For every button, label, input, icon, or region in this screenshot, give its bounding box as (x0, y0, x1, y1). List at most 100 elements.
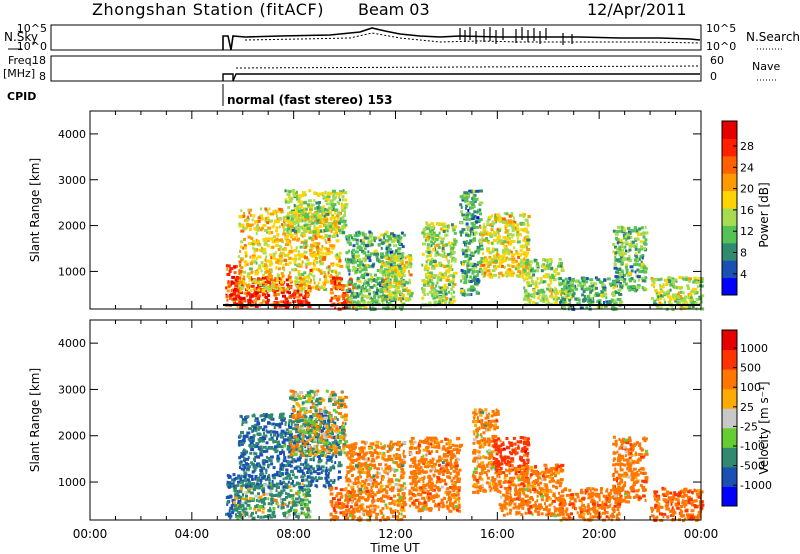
scatter-cell (322, 270, 326, 274)
scatter-cell (548, 262, 552, 266)
scatter-cell (465, 204, 469, 208)
scatter-cell (466, 261, 470, 265)
scatter-cell (470, 288, 475, 292)
scatter-cell (310, 243, 315, 247)
scatter-cell (390, 234, 394, 238)
scatter-cell (460, 279, 462, 283)
scatter-cell (273, 514, 277, 518)
scatter-cell (319, 412, 323, 416)
scatter-cell (612, 286, 616, 290)
scatter-cell (638, 263, 642, 267)
scatter-cell (402, 267, 406, 271)
scatter-cell (311, 254, 316, 258)
scatter-cell (479, 243, 484, 247)
scatter-cell (393, 279, 398, 282)
scatter-cell (267, 421, 271, 425)
scatter-cell (595, 286, 598, 290)
scatter-cell (581, 293, 585, 297)
scatter-cell (245, 294, 248, 298)
scatter-cell (295, 246, 298, 250)
scatter-cell (248, 272, 252, 275)
scatter-cell (434, 238, 439, 242)
scatter-cell (436, 276, 440, 280)
scatter-cell (237, 511, 241, 514)
y-tick-label: 3000 (58, 174, 86, 187)
scatter-cell (245, 457, 249, 461)
scatter-cell (587, 297, 592, 300)
scatter-cell (386, 234, 390, 238)
scatter-cell (381, 242, 384, 245)
scatter-cell (308, 469, 312, 473)
scatter-cell (316, 468, 320, 472)
scatter-cell (242, 434, 245, 438)
scatter-cell (230, 283, 233, 287)
scatter-cell (313, 253, 317, 257)
scatter-cell (356, 246, 360, 250)
scatter-cell (641, 232, 645, 236)
scatter-cell (398, 281, 402, 285)
scatter-cell (527, 241, 530, 245)
scatter-cell (355, 286, 358, 290)
scatter-cell (533, 292, 537, 296)
scatter-cell (439, 278, 443, 282)
scatter-cell (247, 487, 251, 491)
scatter-cell (540, 269, 544, 273)
scatter-cell (320, 465, 325, 469)
scatter-cell (354, 250, 359, 254)
scatter-cell (259, 482, 262, 486)
power-panel-frame (89, 110, 702, 310)
scatter-cell (314, 257, 318, 261)
scatter-cell (438, 290, 443, 294)
scatter-cell (241, 223, 245, 227)
scatter-cell (337, 431, 342, 435)
scatter-cell (424, 266, 428, 269)
scatter-cell (276, 459, 280, 463)
scatter-cell (464, 278, 468, 282)
scatter-cell (437, 285, 440, 289)
scatter-cell (287, 252, 291, 256)
scatter-cell (240, 484, 244, 488)
scatter-cell (352, 286, 356, 290)
scatter-cell (284, 235, 289, 239)
scatter-cell (257, 499, 261, 503)
nave-right-tick-top: 60 (710, 54, 724, 67)
scatter-cell (307, 467, 311, 471)
scatter-cell (233, 291, 236, 295)
scatter-cell (275, 473, 279, 477)
scatter-cell (249, 208, 253, 212)
scatter-cell (254, 419, 257, 422)
scatter-cell (242, 277, 246, 281)
scatter-cell (262, 282, 266, 286)
scatter-cell (314, 241, 317, 245)
scatter-cell (467, 268, 471, 272)
scatter-cell (304, 223, 309, 227)
scatter-cell (263, 417, 266, 421)
scatter-cell (489, 251, 493, 255)
scatter-cell (482, 252, 484, 256)
scatter-cell (341, 209, 344, 212)
scatter-cell (338, 221, 342, 225)
scatter-cell (300, 501, 305, 505)
scatter-cell (231, 511, 235, 515)
scatter-cell (388, 269, 392, 273)
scatter-cell (486, 269, 491, 273)
scatter-cell (243, 275, 245, 279)
scatter-cell (425, 272, 427, 276)
scatter-cell (460, 269, 464, 272)
scatter-cell (519, 233, 522, 237)
scatter-cell (344, 198, 348, 202)
scatter-cell (307, 276, 311, 280)
scatter-cell (298, 264, 303, 268)
scatter-cell (611, 280, 615, 284)
scatter-cell (367, 278, 372, 282)
scatter-cell (619, 253, 623, 257)
scatter-cell (347, 280, 352, 284)
scatter-cell (550, 260, 553, 264)
scatter-cell (395, 285, 400, 289)
scatter-cell (565, 286, 570, 290)
scatter-cell (431, 282, 435, 286)
scatter-cell (315, 435, 320, 439)
scatter-cell (369, 233, 373, 237)
scatter-cell (422, 242, 426, 246)
